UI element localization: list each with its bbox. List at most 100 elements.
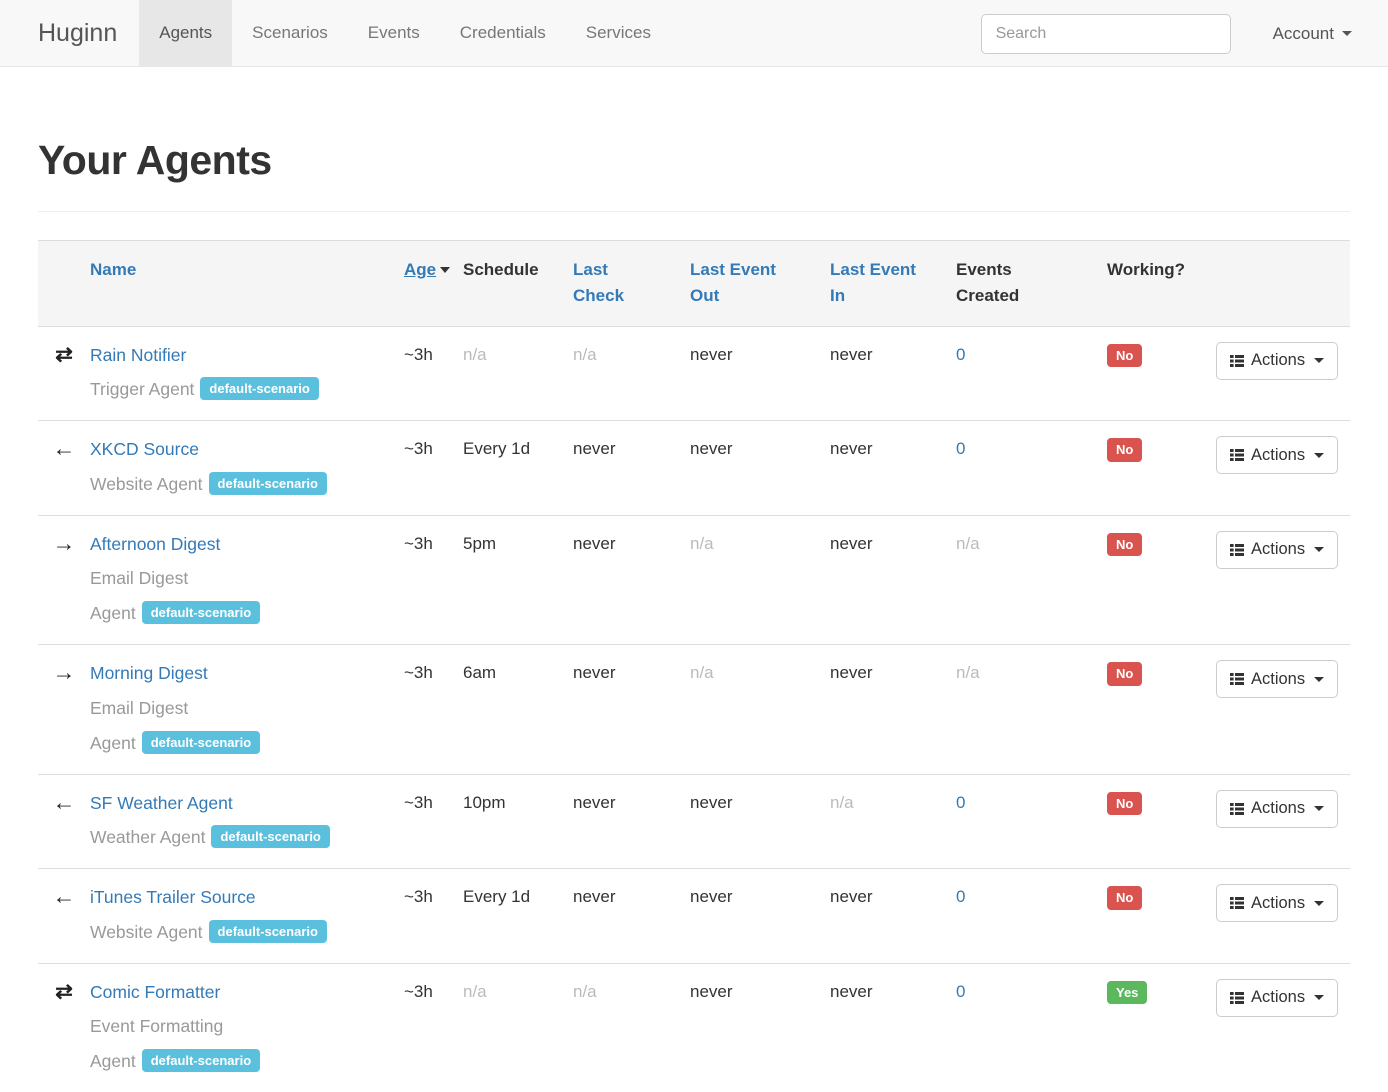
agent-name-link[interactable]: SF Weather Agent — [90, 792, 233, 813]
sort-by-name[interactable]: Name — [90, 260, 137, 279]
arrow-left-icon: ← — [52, 435, 76, 462]
chevron-down-icon — [1314, 900, 1325, 906]
nav-tab-agents[interactable]: Agents — [139, 0, 233, 66]
nav-tab-events[interactable]: Events — [367, 23, 420, 42]
working-cell: No — [1107, 515, 1216, 646]
agent-name-cell: Comic Formatter Event Formatting Agent de… — [90, 963, 404, 1092]
scenario-badge[interactable]: default-scenario — [141, 1049, 261, 1073]
schedule-cell: 10pm — [463, 774, 573, 870]
agent-subline: Email Digest Agent default-scenario — [90, 691, 352, 761]
actions-dropdown-button[interactable]: Actions — [1216, 978, 1339, 1017]
scenario-badge[interactable]: default-scenario — [211, 825, 330, 849]
actions-cell: Actions — [1216, 515, 1350, 646]
age-cell: ~3h — [404, 420, 463, 516]
events-created-cell[interactable]: 0 — [956, 981, 966, 1001]
last-event-out-cell: never — [690, 420, 830, 516]
agent-type-label: Weather Agent — [90, 827, 206, 848]
actions-dropdown-button[interactable]: Actions — [1216, 884, 1339, 923]
age-cell: ~3h — [404, 868, 463, 964]
sort-by-last-event-in[interactable]: Last Event In — [830, 260, 916, 306]
sort-by-age[interactable]: Age — [404, 260, 437, 279]
actions-dropdown-button[interactable]: Actions — [1216, 341, 1339, 380]
header-working: Working? — [1107, 240, 1216, 327]
actions-dropdown-button[interactable]: Actions — [1216, 789, 1339, 828]
schedule-cell: Every 1d — [463, 420, 573, 516]
age-cell: ~3h — [404, 326, 463, 422]
actions-dropdown-button[interactable]: Actions — [1216, 436, 1339, 475]
main-nav: Agents Scenarios Events Credentials Serv… — [139, 0, 671, 66]
agents-table-body: ⇄ Rain Notifier Trigger Agent default-sce… — [38, 326, 1350, 1092]
agent-subline: Event Formatting Agent default-scenario — [90, 1009, 352, 1079]
scenario-badge[interactable]: default-scenario — [208, 919, 327, 943]
events-created-cell[interactable]: 0 — [956, 420, 1107, 516]
agent-direction-cell: ← — [38, 774, 90, 870]
transfer-icon: ⇄ — [55, 979, 73, 1003]
nav-tab-credentials[interactable]: Credentials — [459, 23, 546, 42]
agent-name-link[interactable]: Comic Formatter — [90, 981, 221, 1002]
last-event-in-cell: n/a — [830, 774, 956, 870]
last-event-out-cell: never — [690, 981, 733, 1001]
agent-name-cell: XKCD Source Website Agent default-scenari… — [90, 420, 404, 516]
last-check-cell: n/a — [573, 326, 690, 422]
scenario-badge[interactable]: default-scenario — [200, 377, 319, 401]
sort-by-last-event-out[interactable]: Last Event Out — [690, 260, 776, 306]
page-title: Your Agents — [38, 137, 272, 183]
nav-tab-services[interactable]: Services — [585, 23, 651, 42]
age-cell: ~3h — [404, 515, 463, 646]
main-content: Your Agents Name Age Schedule L — [0, 137, 1388, 1092]
search-input[interactable] — [980, 13, 1231, 54]
actions-cell: Actions — [1216, 326, 1350, 422]
agent-direction-cell: ← — [38, 868, 90, 964]
header-last-check: Last Check — [573, 240, 690, 327]
working-cell: No — [1107, 774, 1216, 870]
scenario-badge[interactable]: default-scenario — [208, 471, 327, 495]
table-header-row: Name Age Schedule Last Check Last Event … — [38, 240, 1350, 327]
actions-cell: Actions — [1216, 963, 1350, 1092]
actions-button-label: Actions — [1251, 669, 1306, 688]
schedule-cell: n/a — [463, 981, 487, 1001]
events-created-cell[interactable]: 0 — [956, 774, 1107, 870]
list-icon — [1230, 448, 1244, 462]
app-logo[interactable]: Huginn — [38, 19, 118, 47]
header-icon-col — [38, 240, 90, 327]
last-event-in-cell: never — [830, 326, 956, 422]
scenario-badge[interactable]: default-scenario — [141, 601, 261, 625]
agent-name-cell: iTunes Trailer Source Website Agent defau… — [90, 868, 404, 964]
actions-cell: Actions — [1216, 774, 1350, 870]
last-check-cell: never — [573, 774, 690, 870]
account-menu[interactable]: Account — [1273, 24, 1352, 44]
agent-name-link[interactable]: XKCD Source — [90, 439, 199, 460]
agent-name-link[interactable]: iTunes Trailer Source — [90, 887, 256, 908]
events-created-cell: n/a — [956, 644, 1107, 775]
navbar-right: Account — [980, 0, 1352, 67]
actions-button-label: Actions — [1251, 799, 1306, 818]
schedule-cell: 5pm — [463, 515, 573, 646]
working-status-badge: Yes — [1107, 980, 1148, 1005]
nav-tab-scenarios[interactable]: Scenarios — [252, 23, 328, 42]
agent-name-link[interactable]: Morning Digest — [90, 663, 208, 684]
agent-subline: Website Agent default-scenario — [90, 915, 352, 950]
agent-name-cell: Morning Digest Email Digest Agent default… — [90, 644, 404, 775]
actions-dropdown-button[interactable]: Actions — [1216, 530, 1339, 569]
chevron-down-icon — [1314, 995, 1325, 1001]
last-check-cell: never — [573, 644, 690, 775]
last-event-out-cell: never — [690, 774, 830, 870]
actions-dropdown-button[interactable]: Actions — [1216, 660, 1339, 699]
list-icon — [1230, 802, 1244, 816]
events-created-cell[interactable]: 0 — [956, 326, 1107, 422]
agent-type-label: Website Agent — [90, 921, 203, 942]
header-age: Age — [404, 240, 463, 327]
actions-button-label: Actions — [1251, 540, 1306, 559]
scenario-badge[interactable]: default-scenario — [141, 730, 261, 754]
header-name: Name — [90, 240, 404, 327]
sort-by-last-check[interactable]: Last Check — [573, 260, 625, 306]
age-cell: ~3h — [404, 644, 463, 775]
working-cell: No — [1107, 420, 1216, 516]
schedule-cell: Every 1d — [463, 868, 573, 964]
agent-row: ⇄ Rain Notifier Trigger Agent default-sce… — [38, 326, 1350, 422]
events-created-cell[interactable]: 0 — [956, 868, 1107, 964]
agent-type-label: Trigger Agent — [90, 379, 195, 400]
header-last-event-in: Last Event In — [830, 240, 956, 327]
agent-name-link[interactable]: Afternoon Digest — [90, 533, 221, 554]
agent-name-link[interactable]: Rain Notifier — [90, 344, 187, 365]
